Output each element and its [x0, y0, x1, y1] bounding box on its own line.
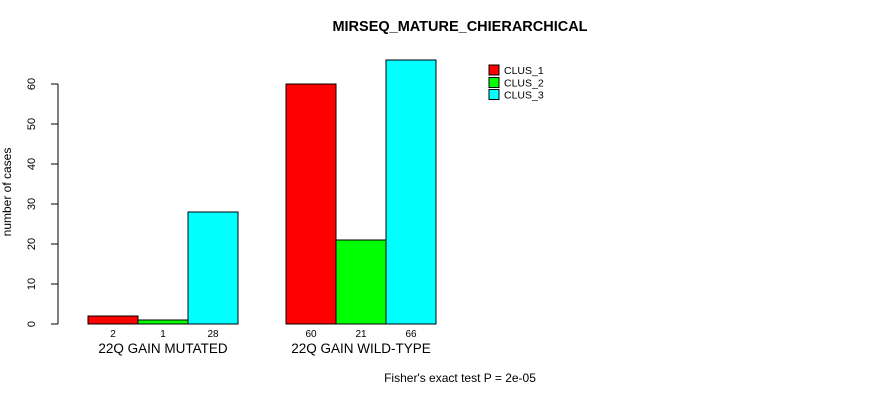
- bars-group: [87, 59, 437, 325]
- bar-value-label: 66: [405, 329, 417, 340]
- bar-value-label: 2: [110, 329, 116, 340]
- legend-label-clus_1: CLUS_1: [504, 65, 544, 77]
- annotation-text: Fisher's exact test P = 2e-05: [384, 371, 536, 385]
- y-tick-label: 50: [26, 118, 38, 130]
- y-axis-title: number of cases: [0, 148, 14, 237]
- legend-swatch-clus_1: [488, 64, 500, 76]
- category-label: 22Q GAIN MUTATED: [98, 341, 228, 356]
- y-tick-label: 10: [26, 278, 38, 290]
- legend-label-clus_3: CLUS_3: [504, 90, 544, 102]
- bar-clus_3-2: [385, 59, 437, 325]
- category-label: 22Q GAIN WILD-TYPE: [291, 341, 431, 356]
- y-tick-label: 0: [26, 321, 38, 327]
- bar-clus_2-1: [137, 319, 189, 325]
- bar-value-label: 21: [355, 329, 367, 340]
- bar-value-label: 1: [160, 329, 166, 340]
- bar-clus_3-1: [187, 211, 239, 325]
- legend-swatch-clus_2: [488, 76, 500, 88]
- bar-clus_1-1: [87, 315, 139, 325]
- y-tick-label: 60: [26, 78, 38, 90]
- y-tick-label: 20: [26, 238, 38, 250]
- legend-label-clus_2: CLUS_2: [504, 77, 544, 89]
- bar-value-label: 60: [305, 329, 317, 340]
- bar-clus_1-2: [285, 83, 337, 325]
- bar-clus_2-2: [335, 239, 387, 325]
- y-tick-label: 40: [26, 158, 38, 170]
- y-axis: 0 10 20 30 40 50 60: [26, 78, 59, 327]
- chart-title: MIRSEQ_MATURE_CHIERARCHICAL: [332, 19, 587, 35]
- legend-swatch-clus_3: [488, 89, 500, 100]
- y-tick-label: 30: [26, 198, 38, 210]
- bar-value-label: 28: [207, 329, 219, 340]
